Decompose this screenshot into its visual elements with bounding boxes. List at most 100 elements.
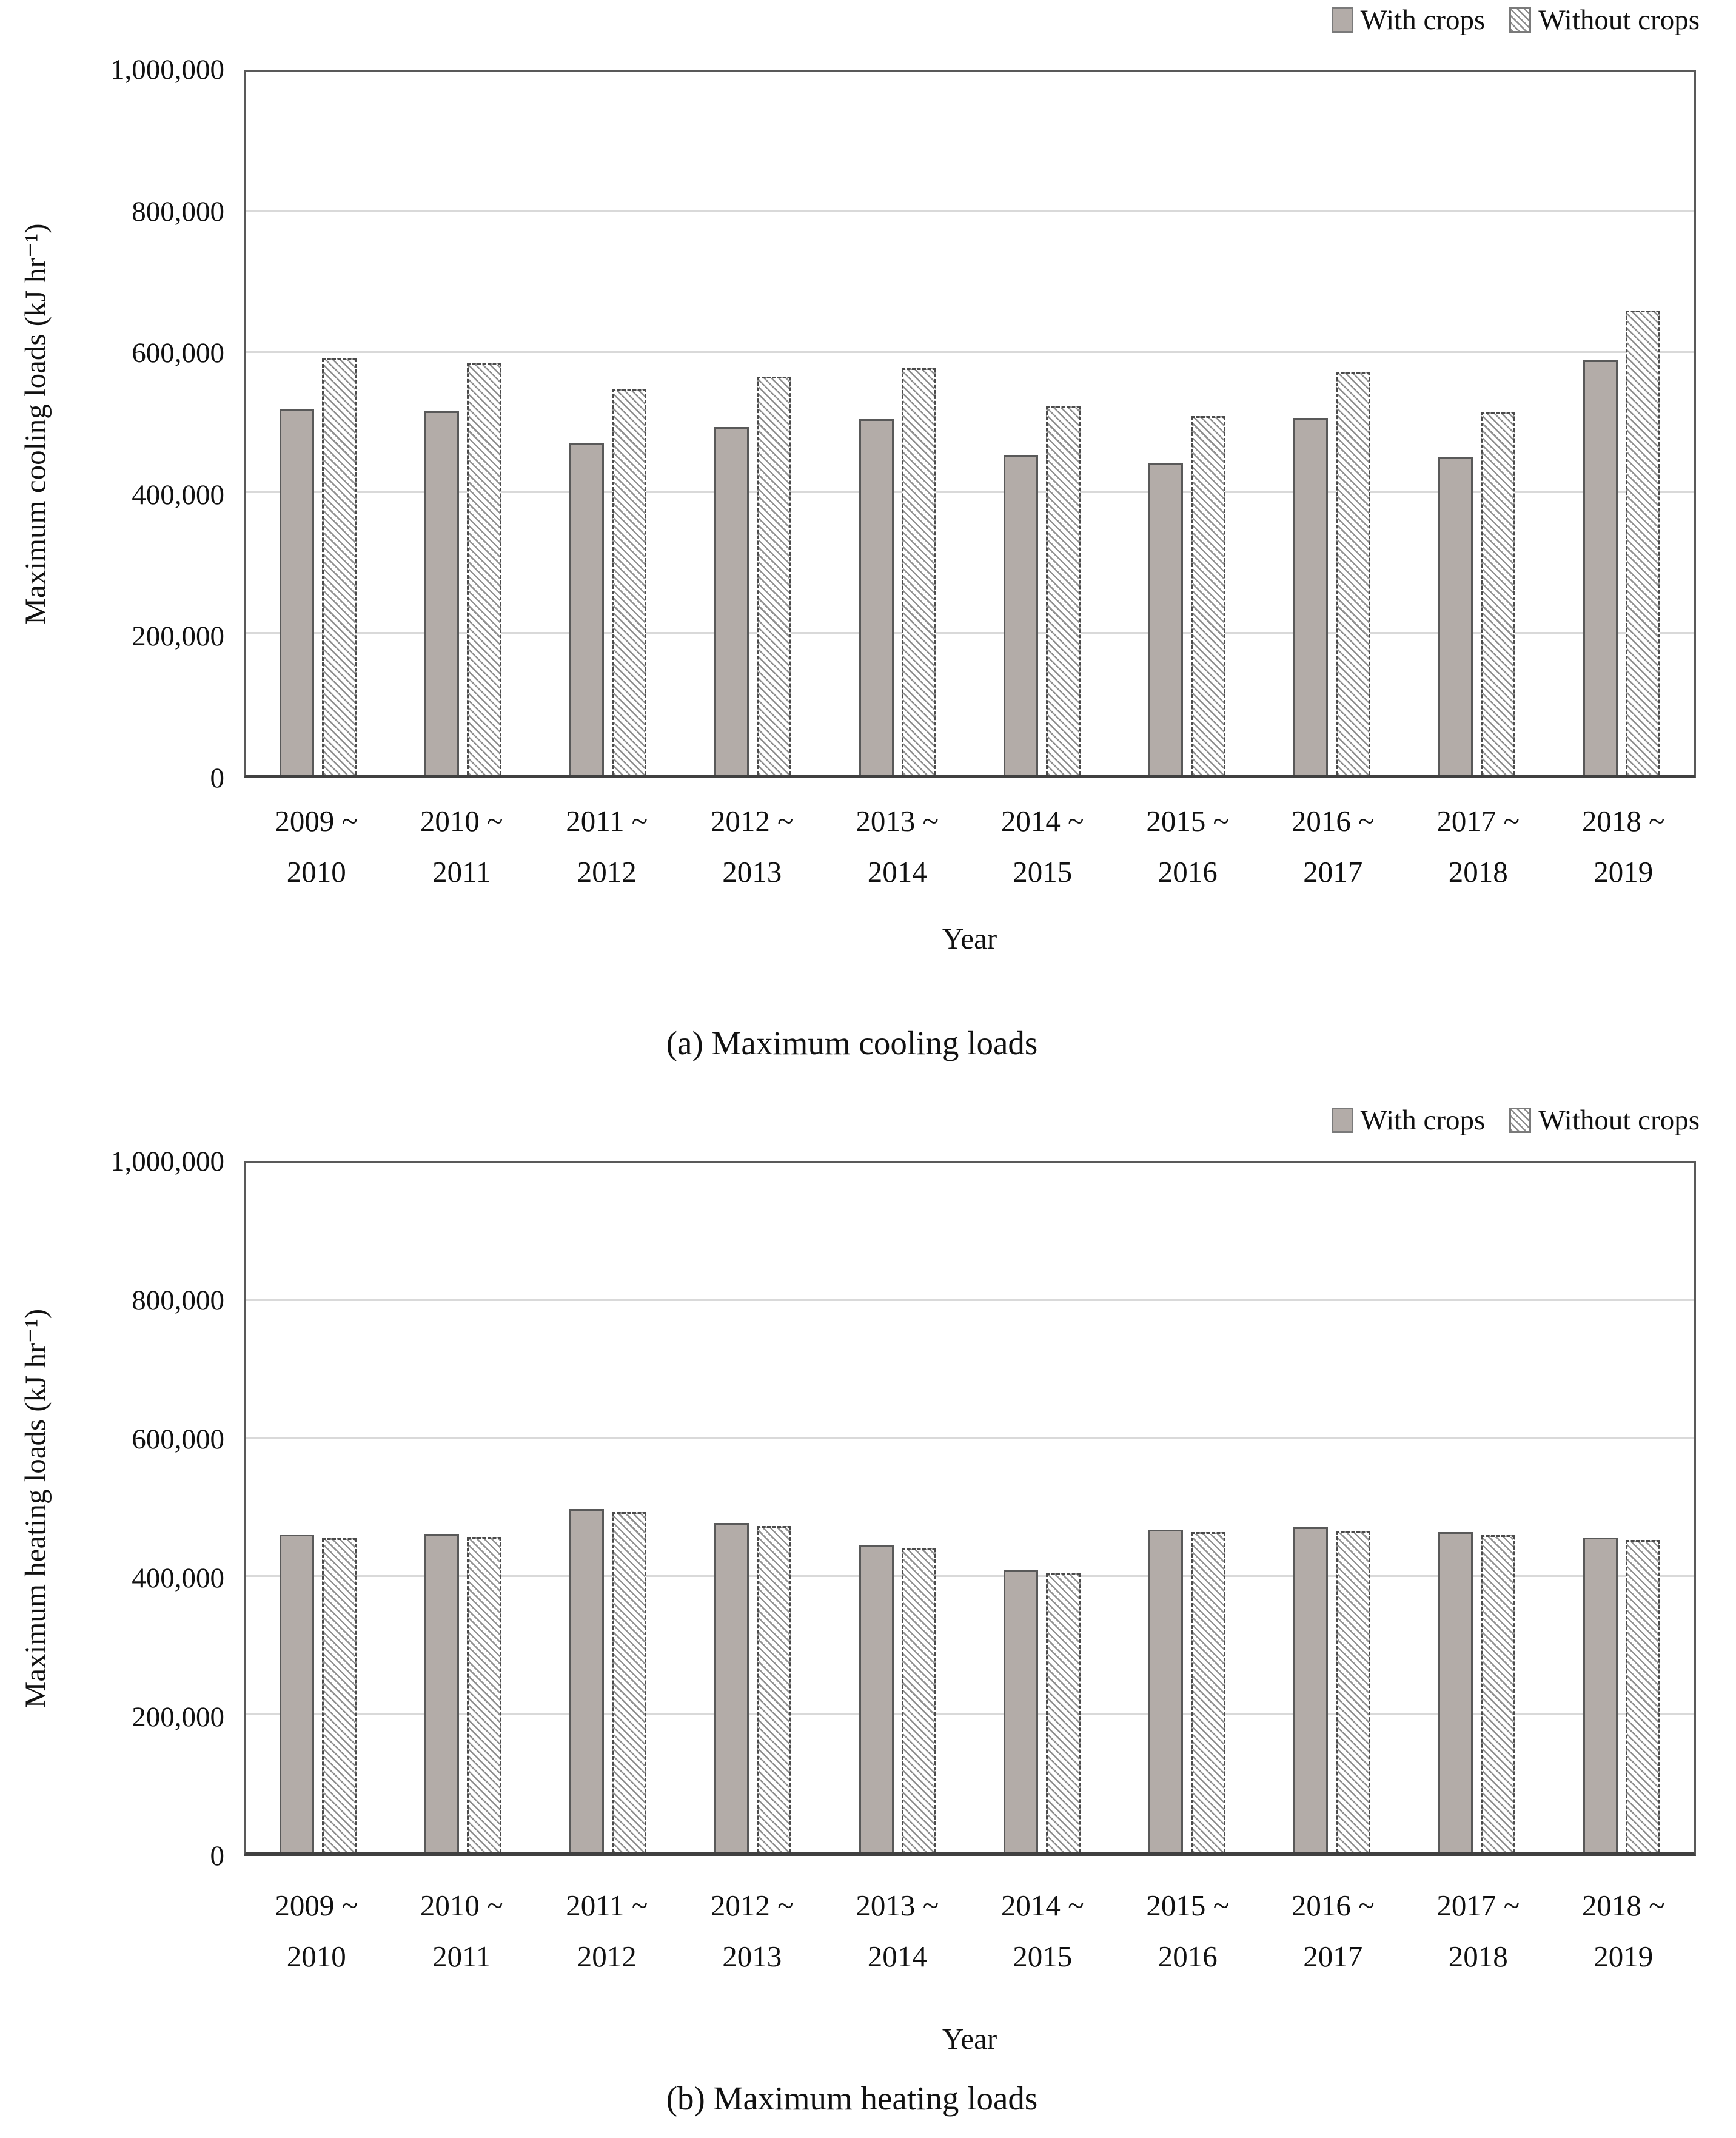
bar-with-crops	[1004, 1570, 1039, 1852]
x-category-label-line: 2012	[577, 855, 637, 889]
y-tick-label: 800,000	[132, 1285, 224, 1316]
bar-without-crops	[901, 368, 936, 775]
x-category-label-line: 2013	[722, 1940, 782, 1973]
gridline-800000	[246, 210, 1694, 212]
y-axis-ticks-cooling: 0 200,000 400,000 600,000 800,000 1,000,000	[42, 54, 224, 794]
x-category-label: 2014 ~ 2015	[970, 796, 1116, 898]
bar-without-crops	[611, 1511, 646, 1852]
category-slot-2011~2012	[535, 1163, 680, 1852]
x-category-label: 2016 ~ 2017	[1261, 796, 1406, 898]
x-category-label-line: 2013 ~	[856, 1889, 939, 1922]
x-category-label: 2012 ~ 2013	[680, 1880, 825, 1982]
y-tick-label: 200,000	[132, 1701, 224, 1733]
x-category-label-line: 2012 ~	[710, 804, 794, 838]
bar-without-crops	[1481, 1535, 1516, 1852]
bar-with-crops	[424, 411, 459, 775]
x-category-label: 2018 ~ 2019	[1551, 1880, 1697, 1982]
x-category-label-line: 2018 ~	[1581, 1889, 1665, 1922]
plot-area-cooling	[244, 70, 1696, 778]
category-slot-2012~2013	[680, 72, 825, 775]
bar-with-crops	[714, 427, 749, 775]
diagonal-hatch-swatch-icon	[1509, 7, 1532, 33]
bar-without-crops	[321, 358, 357, 775]
legend-item-without-crops: Without crops	[1509, 1104, 1700, 1137]
bar-with-crops	[1004, 454, 1039, 775]
x-category-label-line: 2011	[432, 855, 491, 889]
x-category-label: 2009 ~ 2010	[244, 796, 389, 898]
category-slot-2013~2014	[825, 1163, 970, 1852]
x-category-label-line: 2019	[1594, 855, 1654, 889]
bar-without-crops	[1481, 411, 1516, 775]
category-slot-2012~2013	[680, 1163, 825, 1852]
legend-item-with-crops: With crops	[1331, 1104, 1485, 1137]
bar-with-crops	[1148, 463, 1184, 775]
x-category-label: 2015 ~ 2016	[1115, 796, 1261, 898]
x-category-label-line: 2010	[286, 855, 346, 889]
solid-fill-swatch-icon	[1331, 1108, 1353, 1133]
caption-cooling: (a) Maximum cooling loads	[666, 1024, 1038, 1061]
x-category-label-line: 2009 ~	[275, 1889, 358, 1922]
category-slot-2015~2016	[1114, 1163, 1259, 1852]
category-slot-2014~2015	[970, 72, 1115, 775]
x-category-label: 2010 ~ 2011	[389, 796, 535, 898]
y-tick-label: 200,000	[132, 620, 224, 653]
bar-with-crops	[569, 443, 604, 775]
category-slot-2009~2010	[246, 72, 390, 775]
x-category-label-line: 2016 ~	[1291, 804, 1375, 838]
legend-label: Without crops	[1538, 1104, 1700, 1136]
y-tick-label: 0	[210, 1840, 225, 1872]
bar-without-crops	[1191, 1531, 1226, 1852]
y-tick-label: 0	[210, 762, 225, 794]
category-slot-2017~2018	[1404, 72, 1549, 775]
x-category-label-line: 2010 ~	[420, 804, 503, 838]
x-category-label-line: 2016	[1158, 1940, 1218, 1973]
x-category-label-line: 2017 ~	[1436, 804, 1520, 838]
bar-without-crops	[1046, 1573, 1081, 1852]
bar-without-crops	[901, 1548, 936, 1852]
x-category-label: 2013 ~ 2014	[825, 1880, 970, 1982]
bar-with-crops	[859, 1545, 894, 1852]
x-category-label-line: 2011 ~	[566, 1889, 648, 1922]
x-axis-labels-heating: 2009 ~ 2010 2010 ~ 2011 2011 ~ 2012 2012 ~ 2013…	[244, 1880, 1696, 1989]
x-category-label-line: 2014	[867, 855, 927, 889]
legend-label: Without crops	[1538, 4, 1700, 36]
x-category-label: 2014 ~ 2015	[970, 1880, 1116, 1982]
gridline-800000	[246, 1299, 1694, 1302]
y-tick-label: 600,000	[132, 337, 224, 369]
bar-with-crops	[1293, 1527, 1329, 1852]
x-category-label-line: 2019	[1594, 1940, 1654, 1973]
bar-without-crops	[756, 377, 791, 775]
legend-item-with-crops: With crops	[1331, 4, 1486, 36]
bar-with-crops	[859, 419, 894, 775]
x-category-label-line: 2016 ~	[1291, 1889, 1375, 1922]
y-tick-label: 1,000,000	[110, 1146, 224, 1177]
bar-with-crops	[279, 1535, 314, 1852]
bar-with-crops	[1438, 1531, 1473, 1852]
x-category-label-line: 2012	[577, 1940, 637, 1973]
x-category-label-line: 2009 ~	[275, 804, 358, 838]
x-category-label-line: 2015	[1013, 1940, 1073, 1973]
legend-label: With crops	[1360, 4, 1486, 36]
category-slot-2018~2019	[1549, 72, 1694, 775]
y-tick-label: 800,000	[132, 195, 224, 227]
bar-without-crops	[466, 1536, 501, 1852]
bar-with-crops	[1293, 418, 1329, 775]
x-category-label-line: 2010	[286, 1940, 346, 1973]
category-slot-2010~2011	[390, 72, 535, 775]
plot-area-heating	[244, 1161, 1696, 1856]
solid-fill-swatch-icon	[1331, 7, 1353, 33]
bar-with-crops	[1583, 1537, 1618, 1852]
x-category-label-line: 2017	[1303, 1940, 1363, 1973]
bar-with-crops	[714, 1523, 749, 1852]
x-category-label: 2017 ~ 2018	[1406, 1880, 1551, 1982]
x-category-label-line: 2015	[1013, 855, 1073, 889]
x-category-label: 2018 ~ 2019	[1551, 796, 1697, 898]
bar-without-crops	[466, 362, 501, 775]
bar-without-crops	[1336, 371, 1371, 775]
bar-without-crops	[1626, 311, 1661, 775]
bar-with-crops	[1148, 1530, 1184, 1852]
x-category-label-line: 2017	[1303, 855, 1363, 889]
legend-heating: With crops Without crops	[1331, 1104, 1700, 1137]
x-category-label-line: 2013 ~	[856, 804, 939, 838]
x-category-label: 2011 ~ 2012	[534, 1880, 680, 1982]
